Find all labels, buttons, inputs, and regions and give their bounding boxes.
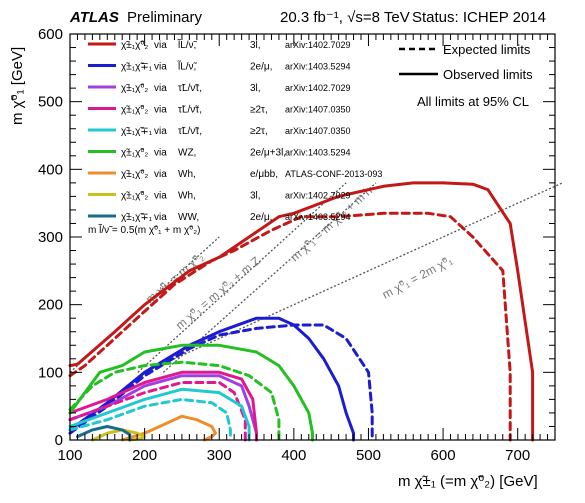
legend-chan: 2e/μ+3l, [250, 148, 286, 159]
process-legend: χ̃±₁χ̃⁰₂ via l̃L/ν̃, 3l, arXiv:1402.7029 χ̃±₁… [88, 38, 382, 223]
legend-slep: Wh, [178, 191, 196, 202]
legend-via: via [154, 83, 167, 94]
legend-slep: WW, [178, 212, 199, 223]
legend-proc: χ̃±₁χ̃⁰₂ [121, 83, 148, 94]
x-tick-label: 700 [505, 447, 530, 464]
legend-proc: χ̃±₁χ̃⁰₂ [121, 191, 148, 202]
legend-proc: χ̃±₁χ̃⁰₂ [121, 169, 148, 180]
legend-chan: e/μbb, [250, 169, 278, 180]
kinematic-note: m l̃/ν̃ = 0.5(m χ̃⁰₁ + m χ̃⁰₂) [88, 223, 200, 236]
diagonal-line-3 [144, 182, 563, 373]
x-tick-label: 500 [356, 447, 381, 464]
legend-slep: l̃L/ν̃, [177, 60, 198, 73]
y-tick-label: 400 [38, 161, 63, 178]
y-tick-label: 500 [38, 94, 63, 111]
legend-ref: ATLAS-CONF-2013-093 [285, 169, 382, 179]
diagonal-line-2 [162, 182, 377, 373]
y-tick-label: 300 [38, 229, 63, 246]
legend-ref: arXiv:1407.0350 [285, 105, 351, 115]
x-tick-label: 100 [57, 447, 82, 464]
legend-via: via [154, 169, 167, 180]
diagonal-line-1 [137, 182, 347, 373]
x-tick-label: 600 [431, 447, 456, 464]
legend-chan: 3l, [250, 191, 261, 202]
legend-chan: ≥2τ, [250, 126, 268, 137]
legend-ref: arXiv:1403.5294 [285, 212, 351, 222]
lumi-label: 20.3 fb⁻¹, √s=8 TeV [280, 9, 410, 26]
series-line-9 [68, 343, 314, 442]
observed-label: Observed limits [443, 67, 533, 82]
series-line-1 [68, 211, 512, 442]
legend-slep: τ̃L/ν̃τ, [178, 105, 202, 116]
legend-proc: χ̃±₁χ̃⁰₂ [121, 148, 148, 159]
legend-proc: χ̃±₁χ̃∓₁ [121, 126, 153, 137]
legend-ref: arXiv:1402.7029 [285, 40, 351, 50]
diagonal-label-3: m χ̃⁰₁ = 2m χ̃⁰₁ [380, 253, 455, 302]
series-line-2 [68, 316, 355, 442]
legend-proc: χ̃±₁χ̃⁰₂ [121, 105, 148, 116]
x-tick-label: 300 [207, 447, 232, 464]
legend-via: via [154, 212, 167, 223]
y-tick-label: 200 [38, 297, 63, 314]
legend-chan: 2e/μ, [250, 62, 272, 73]
legend-ref: arXiv:1403.5294 [285, 62, 351, 72]
series-line-3 [68, 323, 374, 442]
expected-label: Expected limits [443, 42, 531, 57]
legend-chan: 3l, [250, 83, 261, 94]
y-tick-label: 100 [38, 364, 63, 381]
series-line-12 [90, 428, 147, 442]
legend-via: via [154, 126, 167, 137]
legend-slep: l̃L/ν̃, [177, 38, 198, 51]
y-tick-label: 0 [55, 432, 63, 449]
legend-via: via [154, 40, 167, 51]
legend-chan: 2e/μ, [250, 212, 272, 223]
y-axis-label: m χ̃⁰₁ [GeV] [9, 47, 26, 125]
legend-chan: ≥2τ, [250, 105, 268, 116]
cl-note: All limits at 95% CL [417, 94, 529, 109]
legend-proc: χ̃±₁χ̃∓₁ [121, 62, 153, 73]
legend-slep: τ̃L/ν̃τ, [178, 126, 202, 137]
x-axis-label: m χ̃±₁ (=m χ̃⁰₂) [GeV] [398, 473, 538, 490]
legend-ref: arXiv:1407.0350 [285, 126, 351, 136]
legend-via: via [154, 148, 167, 159]
series-line-11 [120, 414, 217, 442]
legend-slep: WZ, [178, 148, 196, 159]
style-legend: Expected limits Observed limits All limi… [399, 42, 533, 109]
preliminary-label: Preliminary [127, 9, 203, 26]
legend-proc: χ̃±₁χ̃⁰₂ [121, 40, 148, 51]
y-tick-label: 600 [38, 26, 63, 43]
legend-slep: τ̃L/ν̃τ, [178, 83, 202, 94]
series-line-5 [68, 370, 258, 442]
legend-ref: arXiv:1402.7029 [285, 83, 351, 93]
status-label: Status: ICHEP 2014 [412, 9, 546, 26]
legend-via: via [154, 105, 167, 116]
atlas-label: ATLAS [69, 9, 119, 26]
legend-proc: χ̃±₁χ̃∓₁ [121, 212, 153, 223]
legend-via: via [154, 191, 167, 202]
legend-ref: arXiv:1402.7029 [285, 191, 351, 201]
legend-slep: Wh, [178, 169, 196, 180]
x-tick-label: 200 [132, 447, 157, 464]
legend-via: via [154, 62, 167, 73]
series-line-10 [68, 360, 281, 442]
legend-ref: arXiv:1403.5294 [285, 148, 351, 158]
series-line-8 [68, 397, 232, 442]
legend-chan: 3l, [250, 40, 261, 51]
series-line-7 [68, 387, 251, 442]
x-tick-label: 400 [281, 447, 306, 464]
series-line-0 [68, 181, 535, 442]
exclusion-curves [68, 181, 535, 442]
